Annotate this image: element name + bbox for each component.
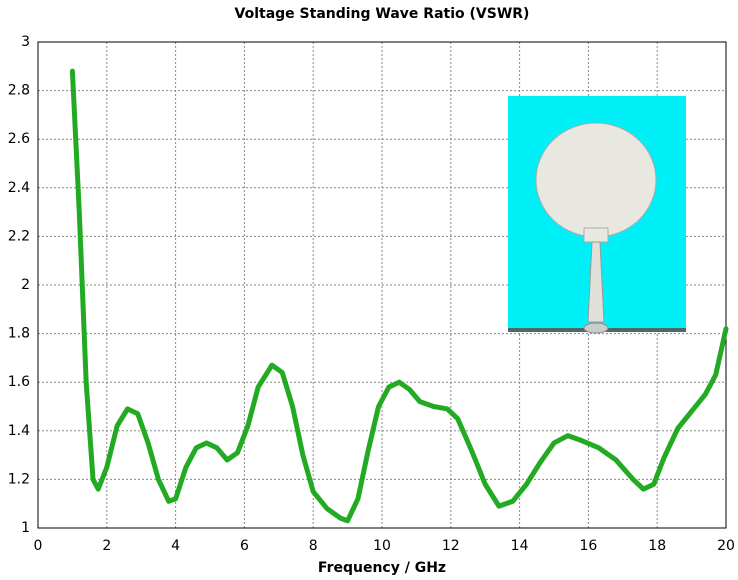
antenna-inset: [508, 96, 686, 333]
y-tick-label: 2.2: [8, 228, 30, 244]
y-tick-label: 1.2: [8, 471, 30, 487]
x-tick-label: 14: [511, 538, 529, 554]
y-tick-label: 1.8: [8, 326, 30, 342]
y-tick-label: 2.6: [8, 131, 30, 147]
y-tick-label: 2: [21, 277, 30, 293]
x-tick-label: 2: [102, 538, 111, 554]
x-axis-label: Frequency / GHz: [318, 560, 446, 576]
y-tick-label: 3: [21, 34, 30, 50]
chart: Voltage Standing Wave Ratio (VSWR) Frequ…: [0, 0, 738, 580]
x-tick-label: 8: [309, 538, 318, 554]
x-tick-label: 16: [579, 538, 597, 554]
x-tick-label: 20: [717, 538, 735, 554]
x-tick-label: 12: [442, 538, 460, 554]
x-tick-label: 6: [240, 538, 249, 554]
y-tick-label: 1.4: [8, 423, 30, 439]
x-tick-label: 18: [648, 538, 666, 554]
x-tick-label: 0: [34, 538, 43, 554]
chart-title: Voltage Standing Wave Ratio (VSWR): [235, 6, 530, 22]
connector: [584, 323, 608, 333]
y-tick-label: 2.4: [8, 180, 30, 196]
antenna-neck: [584, 228, 608, 242]
antenna-patch: [536, 123, 656, 237]
y-tick-label: 1: [21, 520, 30, 536]
y-tick-label: 2.8: [8, 83, 30, 99]
x-tick-label: 10: [373, 538, 391, 554]
x-tick-label: 4: [171, 538, 180, 554]
y-tick-label: 1.6: [8, 374, 30, 390]
